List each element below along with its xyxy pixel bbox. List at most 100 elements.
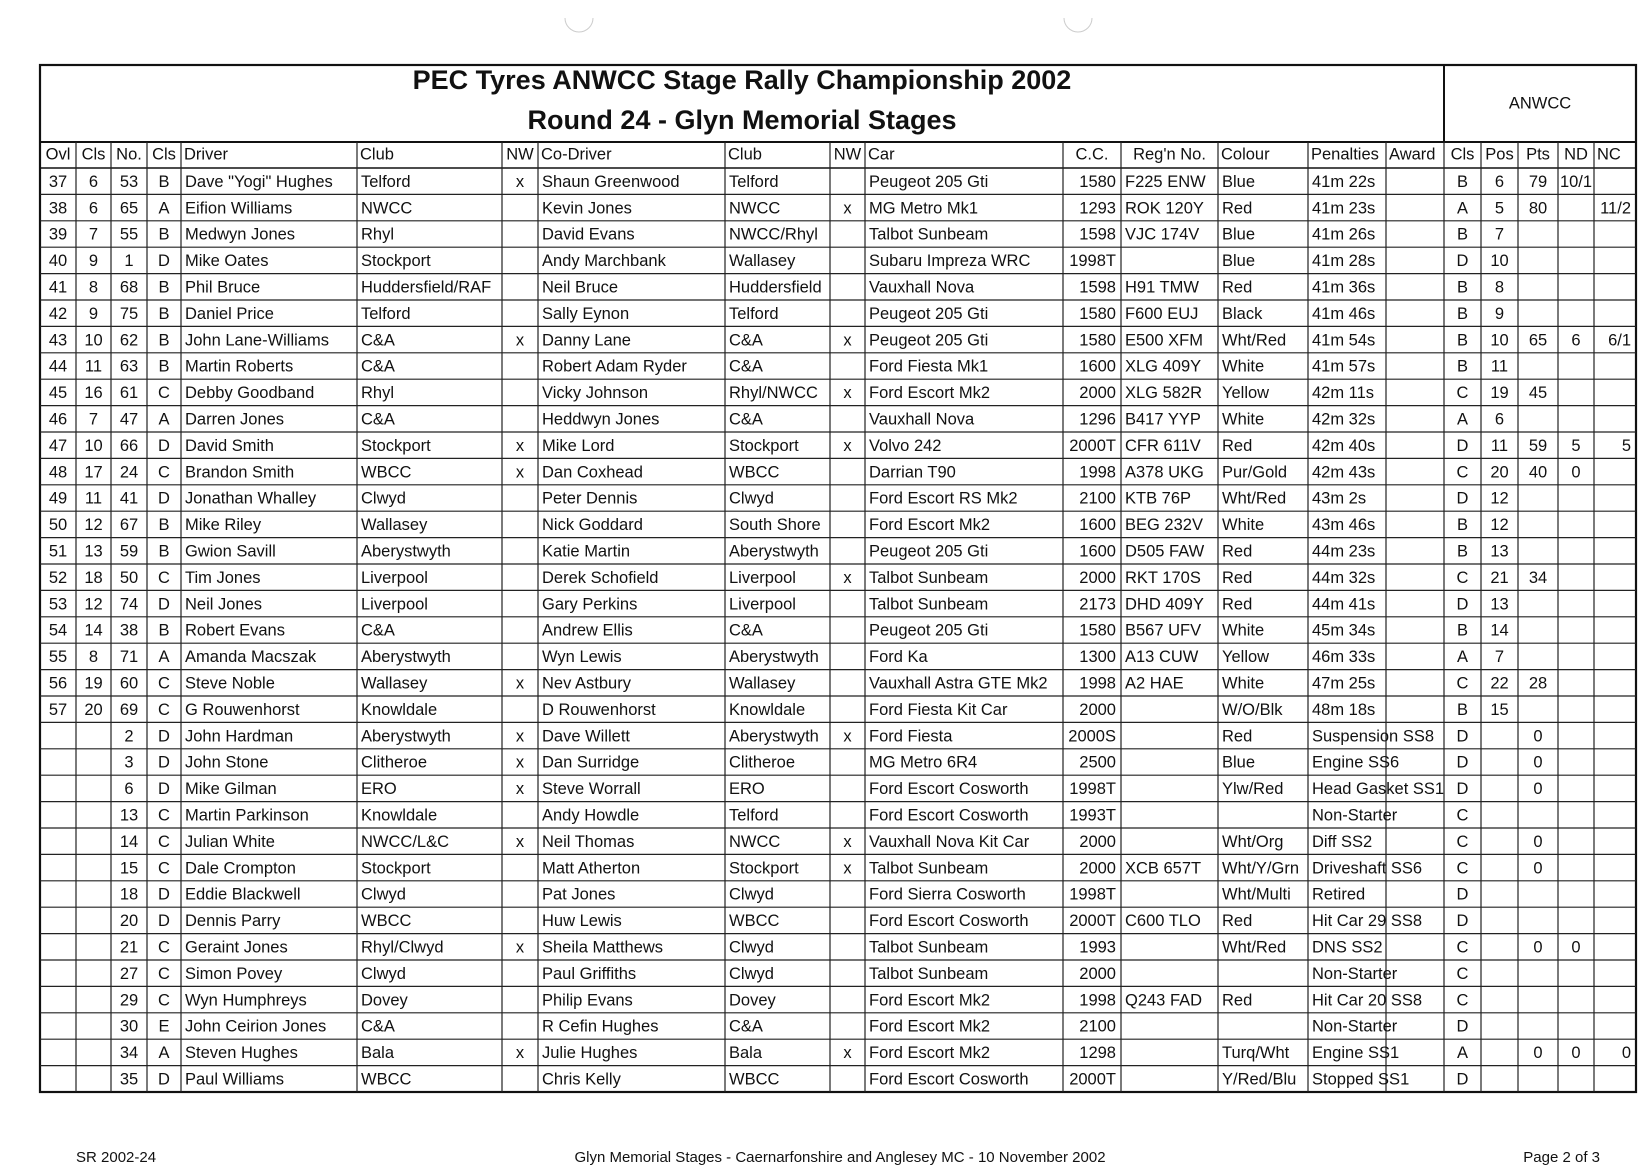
cell: Julian White — [185, 833, 275, 851]
cell: 54 — [49, 622, 67, 640]
cell: 57 — [49, 701, 67, 719]
column-header: NC — [1597, 145, 1621, 163]
cell: XLG 409Y — [1125, 358, 1201, 376]
cell: Ford Fiesta — [869, 727, 953, 745]
cell: 10 — [84, 437, 102, 455]
cell: 6 — [1495, 173, 1504, 191]
cell: 20 — [84, 701, 102, 719]
punch-hole — [1063, 17, 1093, 33]
cell: 1998T — [1069, 252, 1116, 270]
cell: 1998T — [1069, 780, 1116, 798]
cell: Stockport — [361, 437, 431, 455]
cell: 35 — [120, 1070, 138, 1088]
cell: 9 — [89, 252, 98, 270]
cell: 15 — [120, 859, 138, 877]
subtitle: Round 24 - Glyn Memorial Stages — [527, 105, 956, 135]
cell: C&A — [361, 410, 395, 428]
cell: x — [843, 727, 852, 745]
cell: Stockport — [729, 437, 799, 455]
cell: B — [158, 358, 169, 376]
column-header: Club — [360, 145, 394, 163]
cell: A — [1457, 410, 1468, 428]
cell: Telford — [729, 173, 779, 191]
cell: Brandon Smith — [185, 463, 294, 481]
cell: B — [158, 278, 169, 296]
cell: 65 — [120, 199, 138, 217]
cell: 50 — [120, 569, 138, 587]
cell: 48m 18s — [1312, 701, 1375, 719]
cell: Sheila Matthews — [542, 938, 663, 956]
cell: Matt Atherton — [542, 859, 640, 877]
cell: 44m 41s — [1312, 595, 1375, 613]
cell: 49 — [49, 490, 67, 508]
cell: Talbot Sunbeam — [869, 965, 988, 983]
cell: Ford Escort RS Mk2 — [869, 490, 1018, 508]
column-header: Club — [728, 145, 762, 163]
cell: VJC 174V — [1125, 226, 1199, 244]
cell: WBCC — [361, 1070, 411, 1088]
cell: Peugeot 205 Gti — [869, 331, 988, 349]
cell: Martin Roberts — [185, 358, 293, 376]
cell: C — [158, 938, 170, 956]
cell: Dave "Yogi" Hughes — [185, 173, 333, 191]
cell: 66 — [120, 437, 138, 455]
column-header: NW — [834, 145, 862, 163]
cell: D — [1457, 912, 1469, 930]
cell: 80 — [1529, 199, 1547, 217]
cell: David Smith — [185, 437, 274, 455]
cell: 2000 — [1079, 859, 1116, 877]
cell: F225 ENW — [1125, 173, 1206, 191]
cell: 43m 2s — [1312, 490, 1366, 508]
cell: Clwyd — [361, 490, 406, 508]
punch-hole — [564, 17, 594, 33]
footer-right: Page 2 of 3 — [1523, 1149, 1600, 1166]
cell: 1580 — [1079, 173, 1116, 191]
cell: 41m 46s — [1312, 305, 1375, 323]
cell: Steve Noble — [185, 674, 275, 692]
cell: Engine SS1 — [1312, 1044, 1399, 1062]
cell: Amanda Macszak — [185, 648, 317, 666]
cell: D — [158, 912, 170, 930]
cell: 11 — [85, 358, 102, 376]
cell: Bala — [729, 1044, 763, 1062]
cell: 53 — [49, 595, 67, 613]
cell: 2 — [124, 727, 133, 745]
cell: Sally Eynon — [542, 305, 629, 323]
cell: Ford Escort Cosworth — [869, 1070, 1029, 1088]
cell: 14 — [120, 833, 138, 851]
cell: 24 — [120, 463, 138, 481]
cell: B — [1457, 173, 1468, 191]
cell: Dave Willett — [542, 727, 630, 745]
cell: 41m 28s — [1312, 252, 1375, 270]
cell: C&A — [361, 622, 395, 640]
table-border — [38, 63, 1638, 1094]
cell: Dan Surridge — [542, 754, 639, 772]
cell: Wht/Red — [1222, 331, 1286, 349]
cell: 1998T — [1069, 886, 1116, 904]
cell: 45 — [1529, 384, 1547, 402]
column-header: Car — [868, 145, 895, 163]
cell: 21 — [1490, 569, 1508, 587]
cell: Vauxhall Astra GTE Mk2 — [869, 674, 1048, 692]
cell: C&A — [361, 331, 395, 349]
cell: South Shore — [729, 516, 821, 534]
cell: 6 — [1495, 410, 1504, 428]
cell: Dovey — [361, 991, 409, 1009]
cell: D — [158, 780, 170, 798]
cell: Dale Crompton — [185, 859, 296, 877]
cell: Aberystwyth — [729, 727, 819, 745]
column-header: Pos — [1485, 145, 1513, 163]
cell: C — [1457, 569, 1469, 587]
cell: 41m 36s — [1312, 278, 1375, 296]
cell: Stopped SS1 — [1312, 1070, 1409, 1088]
cell: C — [1457, 384, 1469, 402]
cell: Stockport — [361, 252, 431, 270]
cell: 42m 11s — [1312, 384, 1374, 402]
cell: 27 — [120, 965, 138, 983]
cell: B — [158, 516, 169, 534]
cell: 43 — [49, 331, 67, 349]
cell: WBCC — [361, 912, 411, 930]
cell: Ford Sierra Cosworth — [869, 886, 1026, 904]
cell: 44m 23s — [1312, 542, 1375, 560]
cell: Wht/Y/Grn — [1222, 859, 1299, 877]
